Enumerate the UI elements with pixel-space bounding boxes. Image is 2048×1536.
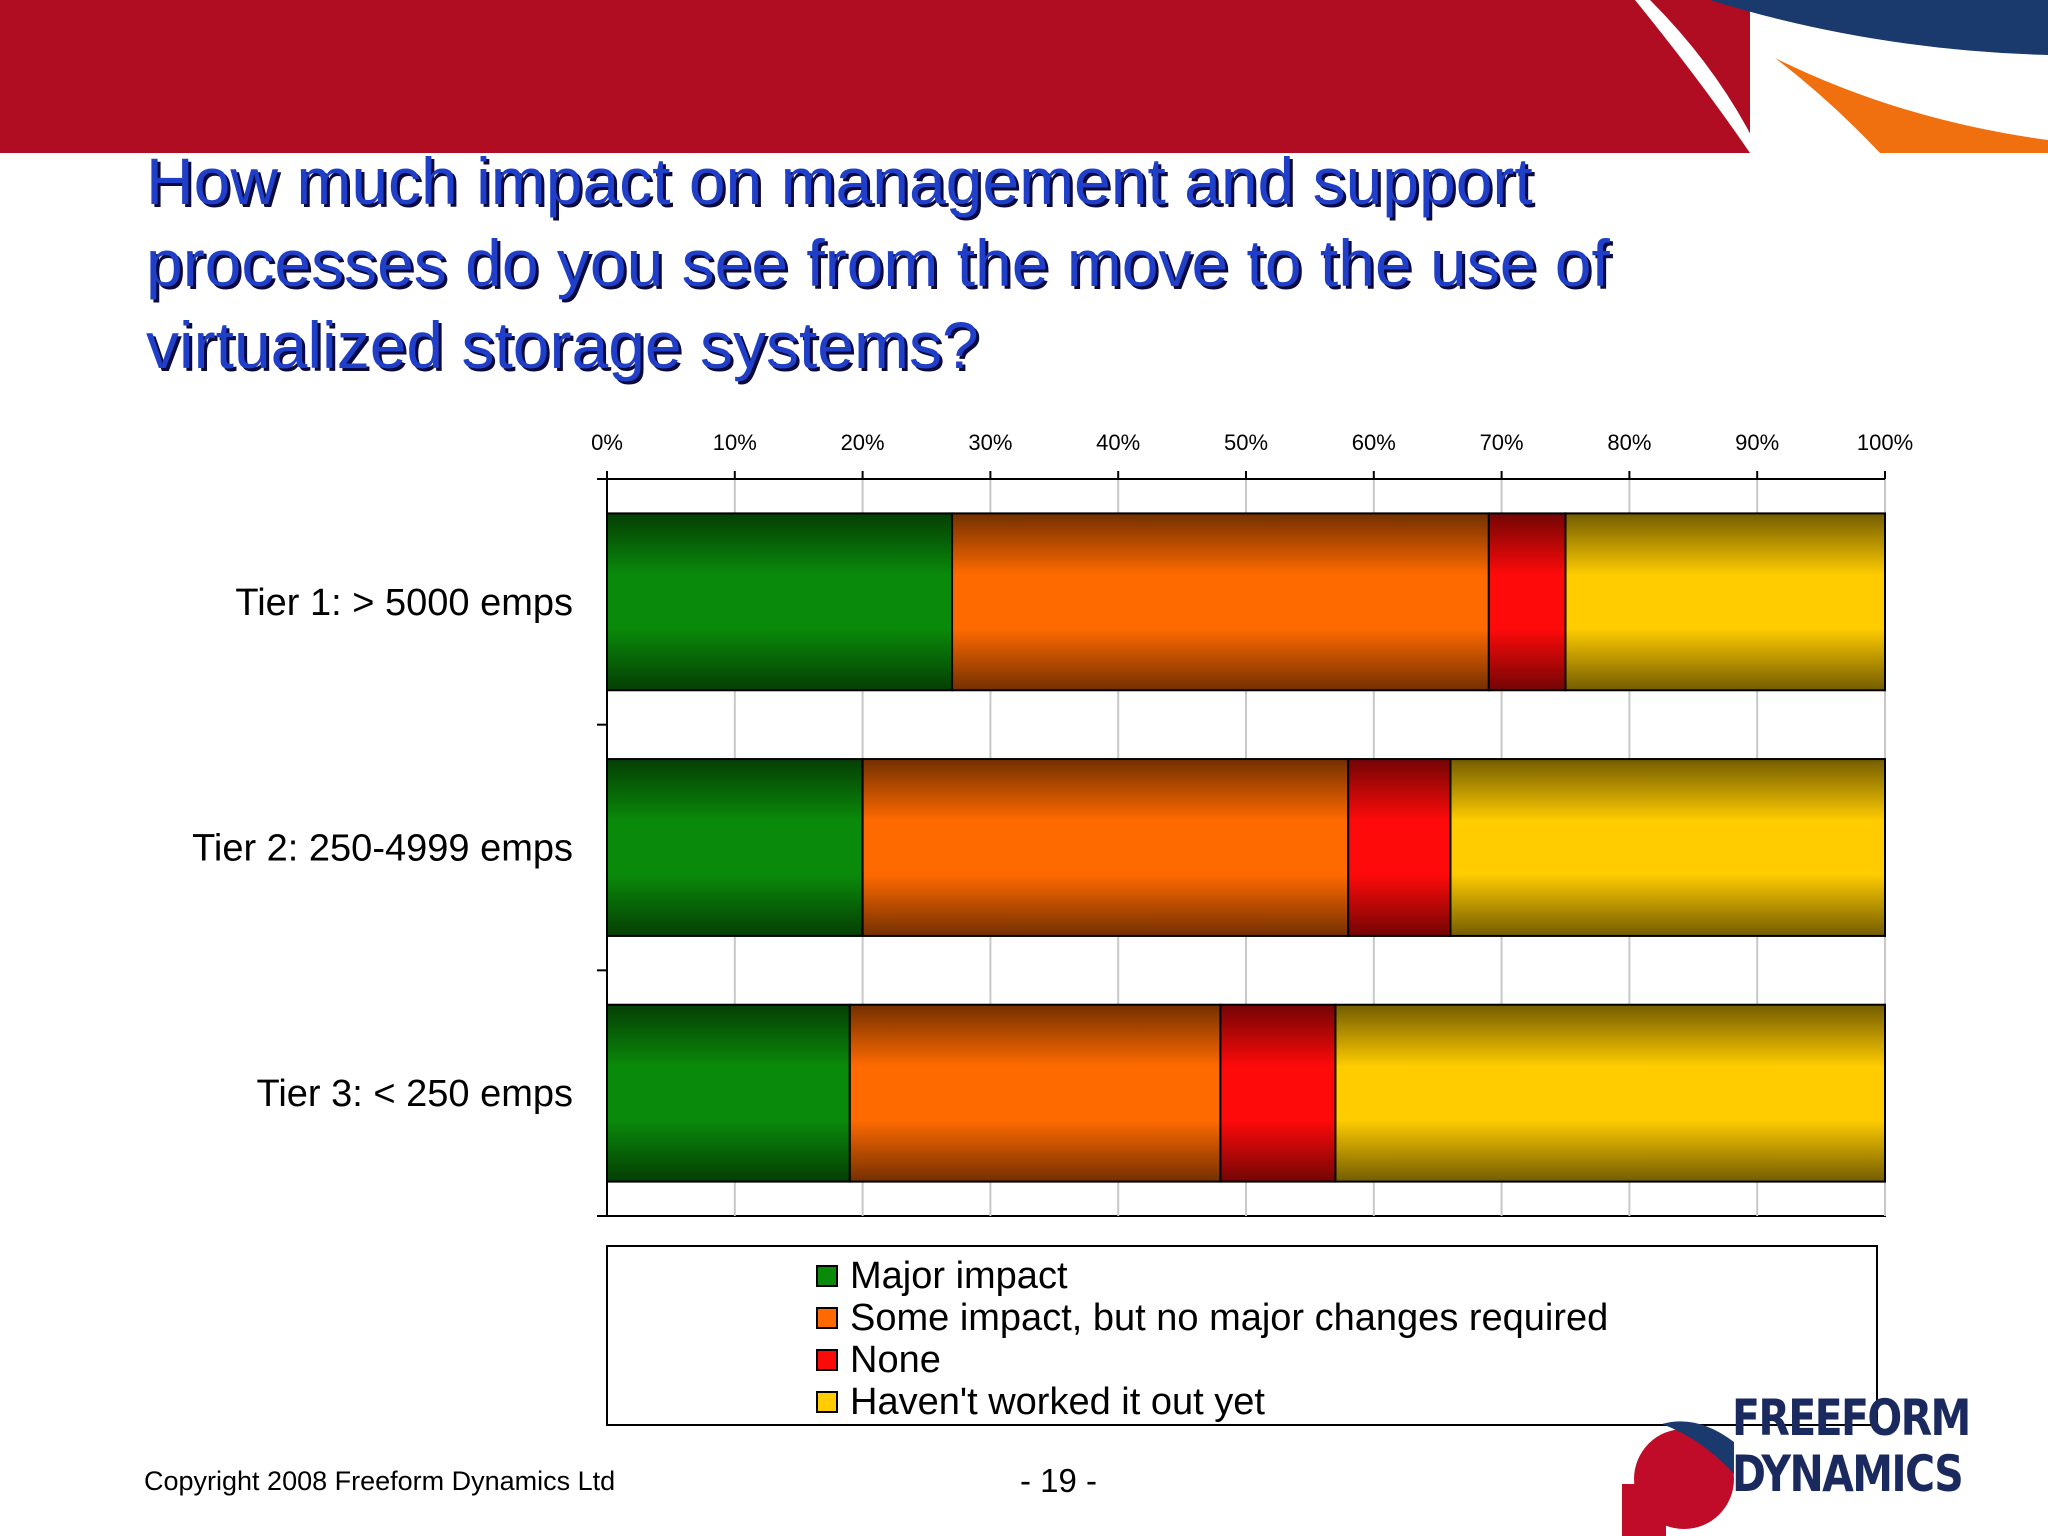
legend-swatch [816, 1307, 838, 1329]
bar-segment [1219, 1003, 1337, 1183]
bar-segment [848, 1003, 1222, 1183]
x-tick-label: 10% [713, 430, 757, 455]
title-line: How much impact on management and suppor… [146, 144, 1533, 218]
x-tick-label: 60% [1352, 430, 1396, 455]
banner-white-swoosh [1635, 0, 1760, 153]
bar-shade [1219, 1003, 1337, 1183]
bars [606, 512, 1886, 1183]
legend-item: Major impact [816, 1255, 1068, 1297]
bar-shade [1449, 758, 1886, 937]
logo-line: FREEFORM [1732, 1389, 1971, 1447]
bar-segment [951, 512, 1490, 692]
y-category-label: Tier 3: < 250 emps [257, 1073, 573, 1115]
bar-segment [1334, 1003, 1886, 1183]
y-category-label: Tier 2: 250-4999 emps [192, 828, 573, 870]
header-banner [0, 0, 2048, 153]
bar-shade [1487, 512, 1567, 692]
bar-shade [606, 512, 954, 692]
banner-red-band [0, 0, 1750, 153]
bar-segment [606, 1003, 851, 1183]
legend-label: Haven't worked it out yet [850, 1380, 1265, 1423]
x-tick-label: 90% [1735, 430, 1779, 455]
bar-shade [861, 758, 1350, 937]
x-tick-label: 40% [1096, 430, 1140, 455]
x-tick-label: 70% [1480, 430, 1524, 455]
x-tick-label: 30% [968, 430, 1012, 455]
legend-label: Some impact, but no major changes requir… [850, 1296, 1609, 1339]
bar-segment [1449, 758, 1886, 937]
legend-item: Haven't worked it out yet [816, 1381, 1265, 1423]
legend-swatch [816, 1349, 838, 1371]
banner-red-curve [1630, 0, 1750, 153]
bar-shade [606, 758, 864, 937]
banner-navy-swoosh [1710, 0, 2048, 55]
y-category-label: Tier 1: > 5000 emps [235, 582, 573, 624]
bar-segment [1564, 512, 1886, 692]
bar-shade [951, 512, 1490, 692]
bar-segment [861, 758, 1350, 937]
x-tick-label: 0% [591, 430, 623, 455]
bar-shade [848, 1003, 1222, 1183]
x-tick-label: 80% [1607, 430, 1651, 455]
stacked-bar-chart: 0% 10% 20% 30% 40% 50% 60% 70% 80% 90% 100% Tier 1… [192, 430, 1913, 1217]
x-axis: 0% 10% 20% 30% 40% 50% 60% 70% 80% 90% 100% [591, 430, 1913, 1216]
title-line: processes do you see from the move to th… [146, 226, 1610, 300]
chart-legend: Major impact Some impact, but no major ch… [606, 1245, 1878, 1426]
logo-line: DYNAMICS [1732, 1445, 1964, 1503]
legend-item: Some impact, but no major changes requir… [816, 1297, 1608, 1339]
legend-swatch [816, 1391, 838, 1413]
x-tick-label: 20% [841, 430, 885, 455]
legend-swatch [816, 1265, 838, 1287]
banner-orange-swoosh [1775, 58, 2048, 153]
bar-shade [1334, 1003, 1886, 1183]
title-line: virtualized storage systems? [146, 308, 979, 382]
page-number: - 19 - [1020, 1462, 1098, 1499]
bar-shade [606, 1003, 851, 1183]
y-axis: Tier 1: > 5000 emps Tier 2: 250-4999 emps… [192, 478, 607, 1217]
freeform-dynamics-logo [1622, 1421, 1734, 1536]
legend-label: None [850, 1338, 941, 1381]
logo-navy-shape [1662, 1421, 1734, 1474]
bar-segment [1347, 758, 1452, 937]
legend-label: Major impact [850, 1254, 1068, 1297]
bar-shade [1347, 758, 1452, 937]
bar-shade [1564, 512, 1886, 692]
bar-segment [1487, 512, 1567, 692]
legend-item: None [816, 1339, 941, 1381]
x-tick-label: 100% [1857, 430, 1913, 455]
logo-red-block [1622, 1484, 1666, 1536]
bar-segment [606, 758, 864, 937]
x-tick-label: 50% [1224, 430, 1268, 455]
slide-title: How much impact on management and suppor… [146, 140, 1746, 386]
logo-wordmark: FREEFORM DYNAMICS [1732, 1390, 1978, 1502]
bar-segment [606, 512, 954, 692]
copyright-text: Copyright 2008 Freeform Dynamics Ltd [144, 1466, 616, 1496]
